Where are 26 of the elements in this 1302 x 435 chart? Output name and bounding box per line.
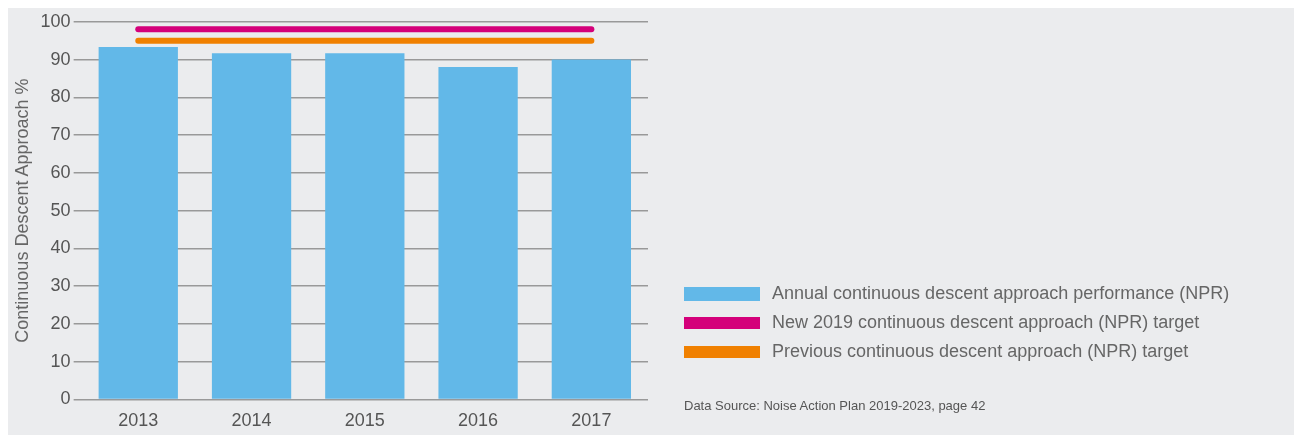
x-tick-label: 2014	[231, 410, 272, 431]
bar	[98, 47, 178, 399]
x-tick-label: 2016	[458, 410, 499, 431]
y-tick-label: 0	[60, 388, 71, 409]
y-tick-label: 100	[40, 10, 71, 31]
legend-label: Previous continuous descent approach (NPR) target	[772, 341, 1189, 362]
bar	[438, 67, 518, 399]
y-tick-label: 70	[50, 124, 71, 145]
y-axis-title: Continuous Descent Approach %	[11, 78, 32, 343]
source-note: Data Source: Noise Action Plan 2019-2023, page 42	[684, 398, 987, 413]
bar	[551, 59, 632, 399]
y-tick-label: 50	[50, 199, 71, 220]
y-tick-label: 20	[50, 312, 71, 333]
legend-label: New 2019 continuous descent approach (NPR) target	[772, 312, 1200, 333]
bar	[325, 53, 405, 399]
y-tick-label: 40	[50, 237, 71, 258]
x-tick-label: 2013	[118, 410, 159, 431]
y-tick-label: 30	[50, 275, 71, 296]
y-tick-label: 90	[50, 48, 71, 69]
x-tick-label: 2017	[571, 410, 612, 431]
bar	[211, 53, 292, 399]
y-tick-label: 80	[50, 86, 71, 107]
y-tick-label: 10	[50, 350, 71, 371]
y-tick-label: 60	[50, 161, 71, 182]
legend-label: Annual continuous descent approach performance (NPR)	[772, 283, 1230, 304]
x-tick-label: 2015	[344, 410, 385, 431]
